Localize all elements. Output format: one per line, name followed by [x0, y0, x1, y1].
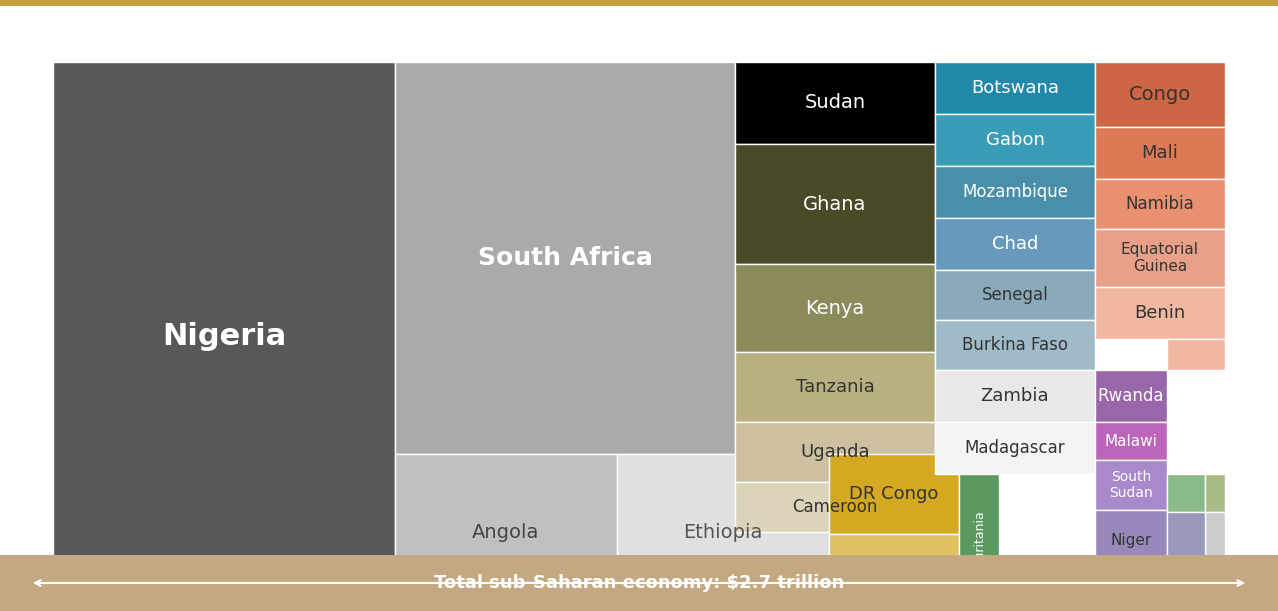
Bar [1095, 179, 1226, 229]
Bar [1095, 422, 1167, 460]
Bar [0, 555, 1278, 611]
Bar [935, 370, 1095, 422]
Bar [395, 62, 735, 454]
Text: Mauritania: Mauritania [973, 509, 985, 576]
Bar [935, 114, 1095, 166]
Text: Malawi: Malawi [1104, 433, 1158, 448]
Text: Mozambique: Mozambique [962, 183, 1068, 201]
Text: Senegal: Senegal [982, 286, 1048, 304]
Bar [735, 422, 935, 482]
Bar [735, 482, 935, 532]
Bar [935, 166, 1095, 218]
Bar [829, 454, 958, 534]
Text: Ethiopia: Ethiopia [684, 523, 763, 542]
Text: Angola: Angola [473, 523, 539, 542]
Text: Kenya: Kenya [805, 299, 865, 318]
Text: Total sub-Saharan economy: $2.7 trillion: Total sub-Saharan economy: $2.7 trillion [433, 574, 845, 592]
Bar [735, 144, 935, 264]
Bar [1167, 474, 1205, 512]
Text: Ghana: Ghana [804, 194, 866, 213]
Text: Rwanda: Rwanda [1098, 387, 1164, 405]
Text: Madagascar: Madagascar [965, 439, 1066, 457]
Text: Tanzania: Tanzania [796, 378, 874, 396]
Text: Congo: Congo [1128, 85, 1191, 104]
Text: Gabon: Gabon [985, 131, 1044, 149]
Bar [935, 62, 1095, 114]
Bar [735, 264, 935, 352]
Text: Chad: Chad [992, 235, 1038, 253]
Bar [617, 454, 829, 611]
Bar [1167, 339, 1226, 370]
Bar [0, 0, 1278, 6]
Text: Benin: Benin [1135, 304, 1186, 322]
Bar [1205, 512, 1226, 570]
Bar [935, 320, 1095, 370]
Bar [935, 270, 1095, 320]
Bar [829, 534, 958, 611]
Bar [1095, 229, 1226, 287]
Text: Mali: Mali [1141, 144, 1178, 162]
Text: Sudan: Sudan [804, 93, 865, 112]
Bar [935, 422, 1095, 474]
Bar [1095, 287, 1226, 339]
Bar [1167, 512, 1205, 570]
Text: Botswana: Botswana [971, 79, 1059, 97]
Bar [1095, 460, 1167, 510]
Bar [1095, 127, 1226, 179]
Bar [1095, 510, 1167, 570]
Text: Namibia: Namibia [1126, 195, 1195, 213]
Text: Burkina Faso: Burkina Faso [962, 336, 1068, 354]
Bar [395, 454, 617, 611]
Bar [1205, 474, 1226, 512]
Text: Uganda: Uganda [800, 443, 870, 461]
Text: Niger: Niger [1111, 533, 1151, 547]
Text: Zambia: Zambia [980, 387, 1049, 405]
Bar [735, 352, 935, 422]
Bar [52, 62, 395, 611]
Text: Nigeria: Nigeria [162, 322, 286, 351]
Text: Cameroon: Cameroon [792, 498, 878, 516]
Text: South Africa: South Africa [478, 246, 653, 270]
Bar [1095, 62, 1226, 127]
Text: DR Congo: DR Congo [850, 485, 938, 503]
Bar [1095, 370, 1167, 422]
Bar [935, 218, 1095, 270]
Text: South
Sudan: South Sudan [1109, 470, 1153, 500]
Bar [958, 474, 999, 611]
Text: Côte d’Ivoire: Côte d’Ivoire [841, 563, 947, 582]
Bar [735, 62, 935, 144]
Text: Equatorial
Guinea: Equatorial Guinea [1121, 242, 1199, 274]
